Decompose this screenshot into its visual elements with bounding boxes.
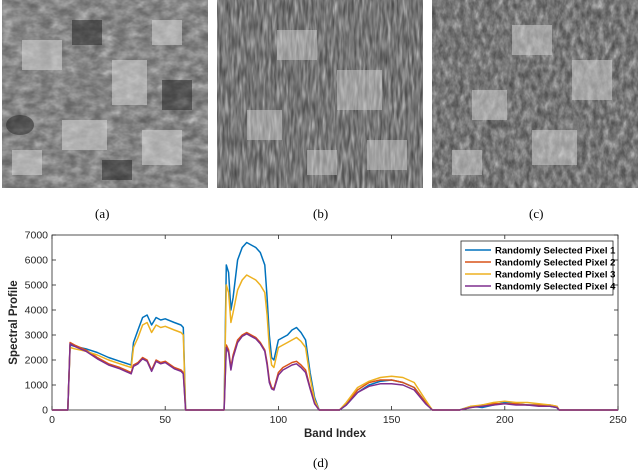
x-tick-label: 150: [383, 414, 401, 426]
caption-c: (c): [529, 206, 544, 221]
x-axis-label: Band Index: [304, 428, 367, 440]
legend-label-1: Randomly Selected Pixel 1: [495, 246, 616, 257]
x-tick-label: 250: [609, 414, 627, 426]
x-tick-label: 50: [159, 414, 171, 426]
legend-label-2: Randomly Selected Pixel 2: [495, 258, 615, 269]
band-image-c-texture: [432, 0, 638, 188]
band-image-b-texture: [217, 0, 423, 188]
y-tick-label: 0: [42, 405, 48, 417]
x-tick-label: 0: [49, 414, 55, 426]
y-axis-label: Spectral Profile: [8, 280, 20, 364]
caption-a: (a): [95, 206, 110, 221]
y-tick-label: 2000: [25, 355, 49, 367]
band-image-c: [432, 0, 638, 188]
band-image-b: [217, 0, 423, 188]
x-tick-label: 100: [270, 414, 288, 426]
series-line-4: [52, 333, 618, 411]
y-tick-label: 4000: [25, 305, 49, 317]
y-tick-label: 5000: [25, 280, 49, 292]
legend-label-4: Randomly Selected Pixel 4: [495, 282, 616, 293]
x-tick-label: 200: [496, 414, 514, 426]
caption-d: (d): [313, 455, 329, 470]
band-image-a-texture: [2, 0, 208, 188]
band-image-a: [2, 0, 208, 188]
y-tick-label: 6000: [25, 255, 49, 267]
y-tick-label: 1000: [25, 380, 49, 392]
caption-b: (b): [313, 206, 329, 221]
y-tick-label: 7000: [25, 230, 49, 242]
y-tick-label: 3000: [25, 330, 49, 342]
legend-label-3: Randomly Selected Pixel 3: [495, 270, 615, 281]
spectral-profile-chart: 0 50 100 150 200 250 0 1000 2000 3000 4000 5000 6000…: [8, 230, 627, 441]
